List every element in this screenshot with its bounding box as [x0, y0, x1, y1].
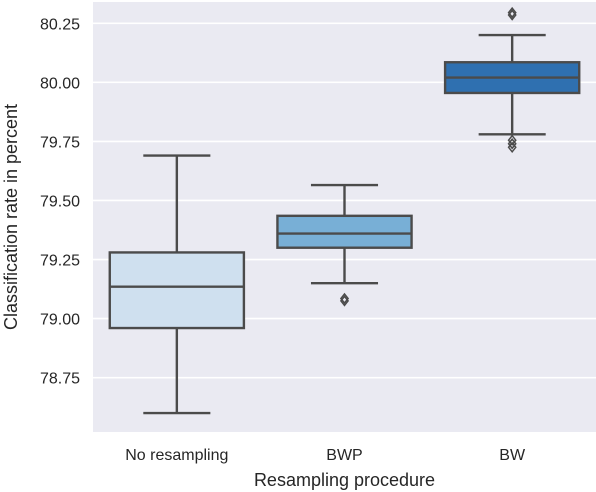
y-tick-label: 79.50 [40, 193, 80, 210]
boxes [108, 6, 581, 415]
outlier-point [507, 6, 517, 19]
y-tick-label: 80.25 [40, 16, 80, 33]
x-axis-label: Resampling procedure [254, 470, 435, 490]
outlier-point [507, 9, 517, 21]
box-group [108, 154, 246, 415]
y-tick-label: 80.00 [40, 75, 80, 92]
x-tick-labels: No resampling BWP BW [125, 447, 526, 464]
y-tick-label: 79.00 [40, 312, 80, 329]
box-group [443, 6, 581, 154]
outlier-point [507, 138, 517, 150]
y-axis-label: Classification rate in percent [1, 104, 21, 330]
y-tick-label: 79.25 [40, 253, 80, 270]
outlier-point [507, 141, 517, 154]
box [276, 214, 413, 249]
box-group [276, 183, 413, 307]
y-tick-label: 78.75 [40, 371, 80, 388]
y-tick-label: 79.75 [40, 134, 80, 151]
outlier-point [339, 295, 350, 307]
box [108, 251, 246, 330]
outlier-point [507, 134, 517, 146]
y-tick-labels: 78.75 79.00 79.25 79.50 79.75 80.00 80.25 [40, 16, 80, 387]
x-tick-label: BWP [326, 447, 362, 464]
x-tick-label: BW [499, 447, 526, 464]
outlier-point [339, 292, 350, 305]
x-tick-label: No resampling [125, 447, 228, 464]
